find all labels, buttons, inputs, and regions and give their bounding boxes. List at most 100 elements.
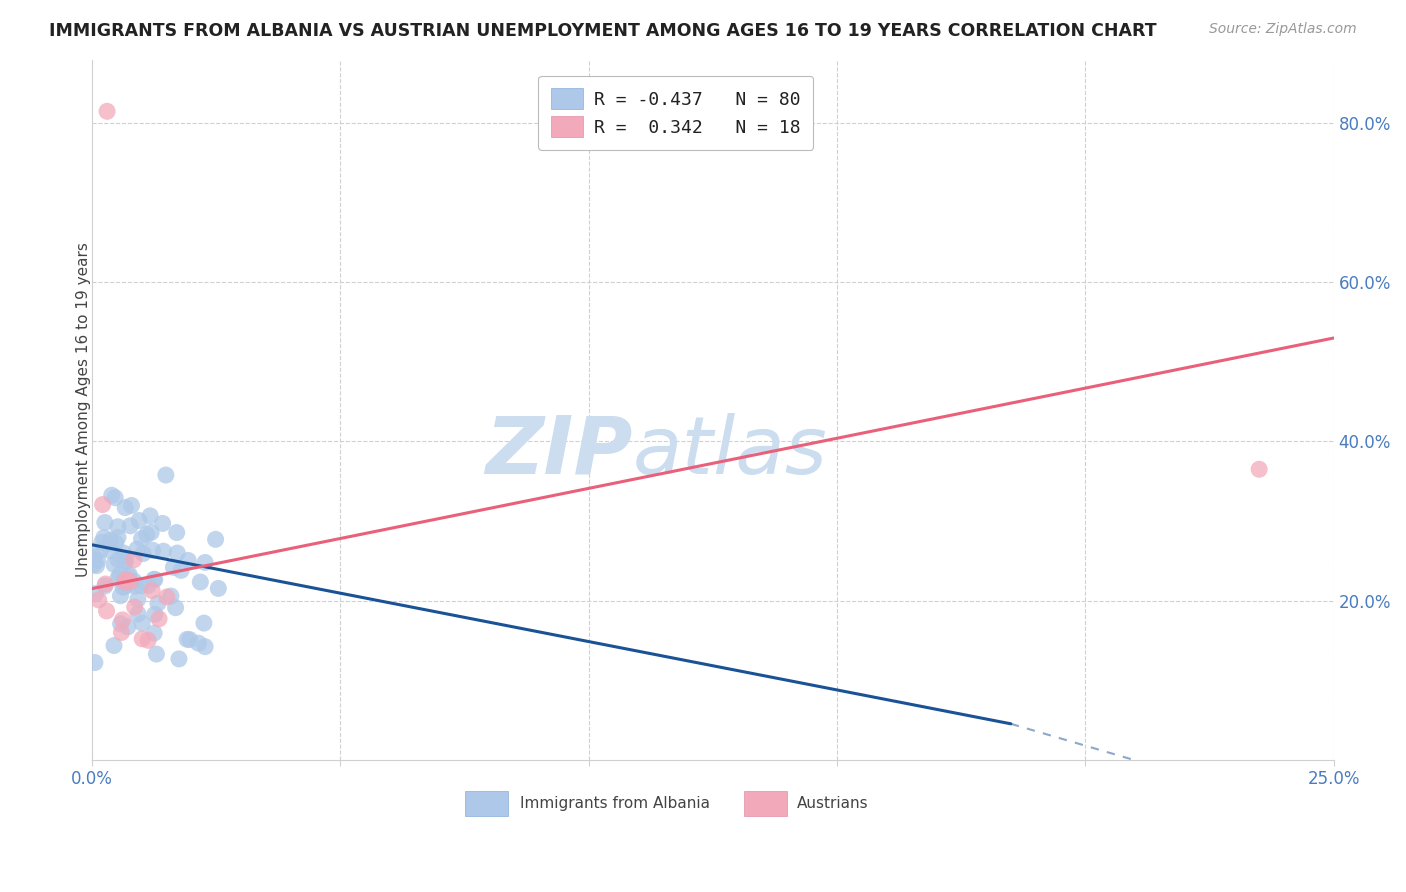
Point	[104, 491, 127, 505]
Point	[125, 542, 148, 557]
Point	[86, 553, 108, 567]
Point	[115, 573, 138, 587]
Point	[94, 577, 117, 591]
Point	[107, 530, 129, 544]
Point	[143, 573, 166, 587]
Point	[143, 626, 166, 640]
Point	[114, 580, 136, 594]
Point	[107, 520, 129, 534]
Point	[110, 616, 132, 631]
Point	[179, 632, 201, 647]
Point	[170, 563, 193, 577]
Point	[100, 544, 122, 558]
Text: Immigrants from Albania: Immigrants from Albania	[520, 797, 710, 811]
Point	[131, 632, 153, 646]
Point	[155, 468, 177, 483]
Point	[118, 567, 141, 582]
Point	[121, 499, 143, 513]
Point	[104, 536, 127, 550]
Point	[207, 582, 229, 596]
Point	[111, 613, 134, 627]
Point	[165, 600, 187, 615]
Point	[91, 498, 114, 512]
Point	[124, 600, 146, 615]
Point	[143, 607, 166, 622]
Point	[87, 593, 110, 607]
Point	[139, 508, 162, 523]
Point	[135, 527, 157, 541]
FancyBboxPatch shape	[744, 791, 787, 815]
Point	[89, 543, 111, 558]
Point	[152, 544, 174, 558]
Point	[100, 488, 122, 502]
Point	[188, 574, 211, 589]
Point	[141, 543, 163, 558]
Point	[146, 596, 169, 610]
Point	[160, 589, 183, 603]
Point	[166, 546, 188, 560]
Point	[120, 518, 142, 533]
Point	[90, 535, 112, 549]
Point	[148, 612, 170, 626]
Point	[103, 639, 125, 653]
Point	[131, 532, 153, 546]
Point	[145, 647, 167, 661]
Text: IMMIGRANTS FROM ALBANIA VS AUSTRIAN UNEMPLOYMENT AMONG AGES 16 TO 19 YEARS CORRE: IMMIGRANTS FROM ALBANIA VS AUSTRIAN UNEM…	[49, 22, 1157, 40]
Text: ZIP: ZIP	[485, 413, 633, 491]
Point	[107, 553, 129, 567]
Point	[107, 571, 129, 585]
Point	[120, 576, 142, 591]
Point	[127, 607, 149, 621]
Point	[162, 560, 184, 574]
Point	[141, 583, 163, 598]
Legend: R = -0.437   N = 80, R =  0.342   N = 18: R = -0.437 N = 80, R = 0.342 N = 18	[538, 76, 813, 150]
Point	[112, 572, 135, 586]
Point	[83, 550, 105, 565]
Point	[110, 589, 132, 603]
Point	[94, 579, 117, 593]
Point	[110, 625, 132, 640]
Point	[84, 587, 107, 601]
Point	[114, 500, 136, 515]
Point	[167, 652, 190, 666]
Point	[83, 558, 105, 572]
Point	[136, 578, 159, 592]
Point	[117, 620, 139, 634]
Text: Source: ZipAtlas.com: Source: ZipAtlas.com	[1209, 22, 1357, 37]
Point	[129, 579, 152, 593]
Point	[176, 632, 198, 647]
Point	[114, 555, 136, 569]
Point	[96, 604, 118, 618]
Point	[204, 533, 226, 547]
Point	[166, 525, 188, 540]
Point	[136, 633, 159, 648]
Point	[117, 569, 139, 583]
Point	[122, 574, 145, 588]
Point	[177, 553, 200, 567]
Point	[131, 616, 153, 631]
Point	[83, 656, 105, 670]
Point	[114, 553, 136, 567]
Point	[94, 516, 117, 530]
Point	[86, 558, 108, 573]
Point	[96, 104, 118, 119]
Point	[152, 516, 174, 531]
Point	[114, 575, 136, 590]
Point	[187, 636, 209, 650]
Point	[120, 574, 142, 589]
Text: atlas: atlas	[633, 413, 827, 491]
Point	[112, 546, 135, 560]
Point	[111, 580, 134, 594]
Point	[128, 513, 150, 527]
Point	[1249, 462, 1271, 476]
Point	[156, 590, 179, 604]
Point	[103, 558, 125, 572]
Point	[108, 567, 131, 582]
Point	[93, 531, 115, 545]
Point	[194, 640, 217, 654]
Point	[127, 592, 149, 607]
Point	[124, 579, 146, 593]
Point	[122, 553, 145, 567]
Point	[132, 547, 155, 561]
Point	[141, 525, 163, 540]
